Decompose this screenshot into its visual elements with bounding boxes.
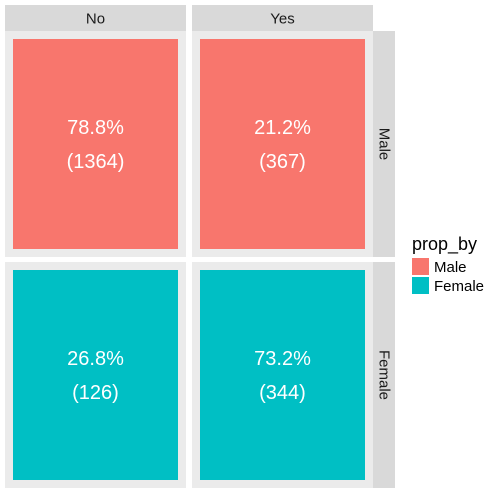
cell-count-label: (126) [72, 382, 119, 404]
facet-strip-background [5, 5, 186, 31]
legend-label: Male [434, 259, 467, 276]
legend-title: prop_by [412, 234, 477, 255]
legend-swatch [412, 258, 429, 275]
facet-strip-background [373, 31, 395, 257]
cell-tile [13, 39, 178, 249]
facet-strip-male: Male [373, 31, 395, 257]
cell-male-yes: 21.2% (367) [192, 31, 373, 257]
cell-count-label: (367) [259, 151, 306, 173]
facet-strip-no: No [5, 5, 186, 31]
legend: prop_by Male Female [412, 234, 484, 295]
cell-percent-label: 78.8% [67, 117, 124, 139]
panels-layer: 78.8% (1364) 21.2% (367) 26.8% (126) 73.2% (344… [5, 31, 373, 488]
facet-strip-label: Yes [270, 11, 294, 28]
cell-male-no: 78.8% (1364) [5, 31, 186, 257]
cell-female-no: 26.8% (126) [5, 262, 186, 488]
facet-strip-background [192, 5, 373, 31]
facet-strip-label: No [86, 11, 105, 28]
cell-count-label: (1364) [67, 151, 125, 173]
cell-percent-label: 73.2% [254, 348, 311, 370]
cell-count-label: (344) [259, 382, 306, 404]
legend-label: Female [434, 278, 484, 295]
cell-percent-label: 21.2% [254, 117, 311, 139]
legend-entry-female: Female [412, 277, 484, 295]
legend-swatch [412, 277, 429, 294]
facet-strip-female: Female [373, 262, 395, 488]
legend-entry-male: Male [412, 258, 467, 276]
strips-layer: No Yes Male Female [5, 5, 395, 488]
cell-female-yes: 73.2% (344) [192, 262, 373, 488]
facet-strip-yes: Yes [192, 5, 373, 31]
cell-tile [13, 270, 178, 480]
facet-strip-label: Male [376, 128, 393, 161]
cell-percent-label: 26.8% [67, 348, 124, 370]
facet-strip-label: Female [376, 350, 393, 400]
cell-tile [200, 39, 365, 249]
facet-strip-background [373, 262, 395, 488]
cell-tile [200, 270, 365, 480]
